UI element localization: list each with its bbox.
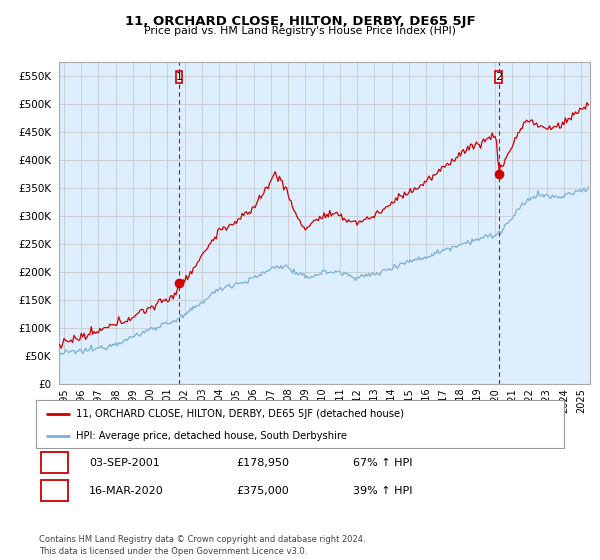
Text: 2: 2 [495,72,502,82]
Text: 1: 1 [175,72,182,82]
Text: Price paid vs. HM Land Registry's House Price Index (HPI): Price paid vs. HM Land Registry's House … [144,26,456,36]
Text: £178,950: £178,950 [236,458,290,468]
Text: 03-SEP-2001: 03-SEP-2001 [89,458,160,468]
Text: £375,000: £375,000 [236,486,289,496]
Text: 2: 2 [50,484,59,497]
Text: 11, ORCHARD CLOSE, HILTON, DERBY, DE65 5JF: 11, ORCHARD CLOSE, HILTON, DERBY, DE65 5… [125,15,475,28]
FancyBboxPatch shape [176,71,182,83]
FancyBboxPatch shape [496,71,502,83]
Text: 11, ORCHARD CLOSE, HILTON, DERBY, DE65 5JF (detached house): 11, ORCHARD CLOSE, HILTON, DERBY, DE65 5… [76,409,404,419]
FancyBboxPatch shape [41,480,68,501]
Text: HPI: Average price, detached house, South Derbyshire: HPI: Average price, detached house, Sout… [76,431,347,441]
Text: 1: 1 [50,456,59,469]
FancyBboxPatch shape [41,452,68,473]
Text: 39% ↑ HPI: 39% ↑ HPI [353,486,412,496]
Text: 16-MAR-2020: 16-MAR-2020 [89,486,164,496]
Text: Contains HM Land Registry data © Crown copyright and database right 2024.
This d: Contains HM Land Registry data © Crown c… [39,535,365,556]
Text: 67% ↑ HPI: 67% ↑ HPI [353,458,412,468]
